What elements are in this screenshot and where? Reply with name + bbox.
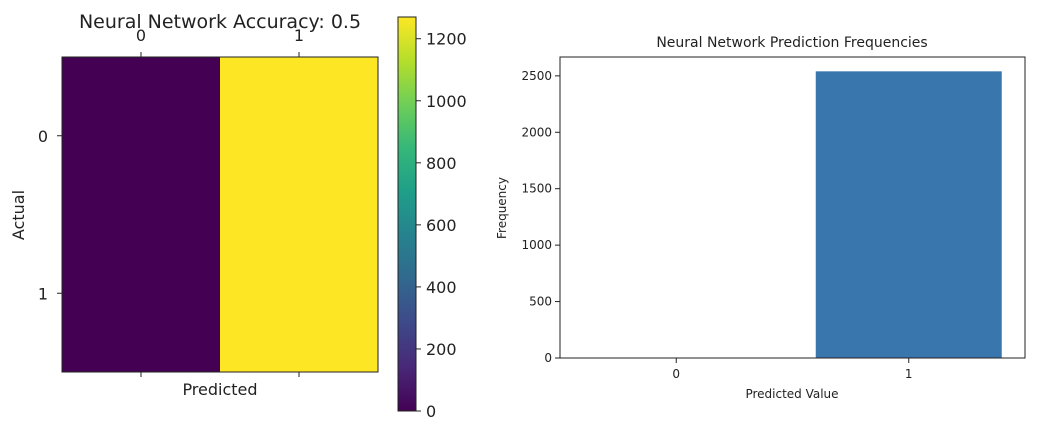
heatmap-cell xyxy=(62,57,221,215)
heatmap-cell xyxy=(220,57,379,215)
bar-chart-title: Neural Network Prediction Frequencies xyxy=(656,35,927,51)
bar-y-tick-label: 500 xyxy=(529,295,552,309)
colorbar-tick-label: 200 xyxy=(426,340,457,359)
prediction-frequency-chart: Neural Network Prediction Frequencies 0 5… xyxy=(495,35,1026,401)
heatmap-xlabel: Predicted xyxy=(182,380,257,399)
bar xyxy=(815,71,1002,358)
colorbar-tick-label: 1000 xyxy=(426,92,467,111)
bar-axes-frame xyxy=(559,56,1026,359)
heatmap-y-tick-label: 1 xyxy=(38,284,48,303)
heatmap-frame xyxy=(61,56,379,373)
colorbar-ticks: 0 200 400 600 800 1000 1200 xyxy=(416,30,467,421)
colorbar-gradient xyxy=(397,16,417,412)
bar-y-tick-label: 2500 xyxy=(521,69,552,83)
heatmap-cell xyxy=(62,214,221,373)
colorbar: 0 200 400 600 800 1000 1200 xyxy=(397,16,467,421)
heatmap-cells xyxy=(62,57,379,373)
colorbar-tick-label: 600 xyxy=(426,216,457,235)
bar-x-tick-label: 1 xyxy=(905,367,913,381)
bar-y-tick-label: 0 xyxy=(544,351,552,365)
bar-bars xyxy=(815,71,1002,358)
bar-y-tick-label: 1000 xyxy=(521,238,552,252)
heatmap-x-tick-label: 0 xyxy=(136,26,146,45)
heatmap-title: Neural Network Accuracy: 0.5 xyxy=(79,11,361,33)
colorbar-tick-label: 400 xyxy=(426,278,457,297)
colorbar-tick-label: 1200 xyxy=(426,30,467,49)
colorbar-tick-label: 800 xyxy=(426,154,457,173)
bar-ylabel: Frequency xyxy=(495,177,509,239)
heatmap-ticks: 0 1 0 1 xyxy=(38,26,304,377)
bar-xlabel: Predicted Value xyxy=(745,387,838,401)
heatmap-cell xyxy=(220,214,379,373)
colorbar-tick-label: 0 xyxy=(426,402,436,421)
bar-y-tick-label: 2000 xyxy=(521,125,552,139)
confusion-matrix-chart: Neural Network Accuracy: 0.5 0 1 0 1 Predic… xyxy=(9,11,379,399)
bar-y-ticks: 0 500 1000 1500 2000 2500 xyxy=(521,69,560,365)
heatmap-ylabel: Actual xyxy=(9,190,28,240)
heatmap-y-tick-label: 0 xyxy=(38,127,48,146)
bar-x-tick-label: 0 xyxy=(672,367,680,381)
heatmap-x-tick-label: 1 xyxy=(294,26,304,45)
bar-y-tick-label: 1500 xyxy=(521,182,552,196)
